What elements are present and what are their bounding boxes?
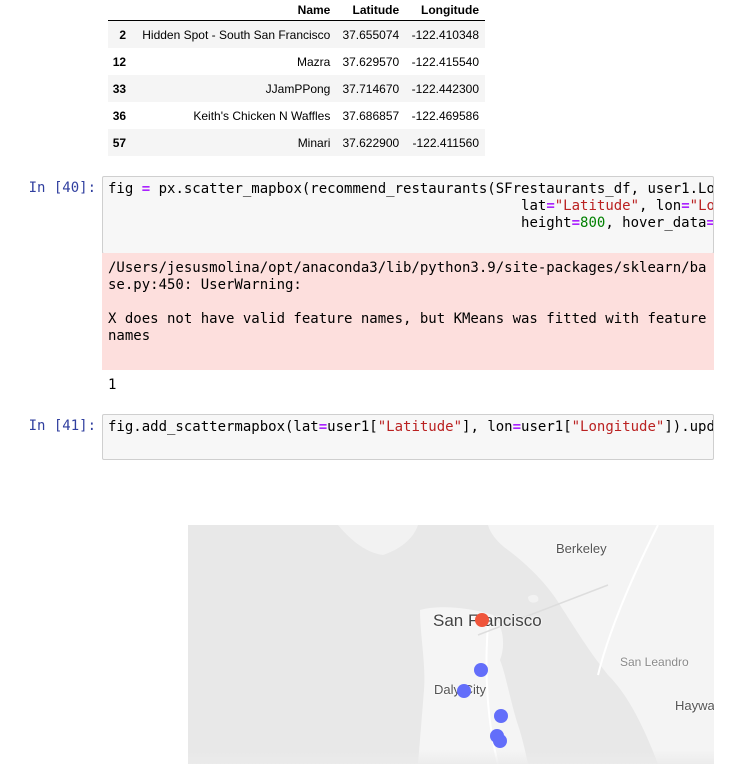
row-index: 2 [108, 20, 133, 48]
table-row: 57 Minari 37.622900 -122.411560 [108, 129, 485, 156]
scatter-mapbox-plot[interactable]: Berkeley San Francisco San Leandro Daly … [188, 525, 714, 764]
row-index: 12 [112, 54, 127, 69]
cell-41-code[interactable]: fig.add_scattermapbox(lat=user1["Latitud… [108, 419, 714, 435]
row-name: JJamPPong [132, 75, 337, 102]
table-row: 12 Mazra 37.629570 -122.415540 [108, 48, 485, 75]
row-latitude: 37.655074 [336, 20, 406, 48]
map-markers-layer [457, 613, 508, 748]
cell-40-prompt: In [40]: [28, 180, 96, 196]
cell-40-warning-output: /Users/jesusmolina/opt/anaconda3/lib/pyt… [102, 253, 714, 370]
row-latitude: 37.686857 [342, 108, 400, 123]
row-longitude: -122.410348 [405, 20, 485, 48]
table-row: 33 JJamPPong 37.714670 -122.442300 [108, 75, 485, 102]
map-label-berkeley: Berkeley [556, 541, 607, 556]
table-row: 2 Hidden Spot - South San Francisco 37.6… [108, 20, 485, 48]
row-latitude: 37.629570 [342, 54, 400, 69]
row-longitude: -122.442300 [405, 75, 485, 102]
sf-peninsula-land [418, 607, 528, 764]
map-label-san-leandro: San Leandro [620, 655, 689, 669]
row-index: 36 [112, 108, 127, 123]
row-name: Keith's Chicken N Waffles [193, 108, 331, 123]
restaurant-marker[interactable] [494, 709, 508, 723]
map-label-hayward: Haywa [675, 698, 714, 713]
cell-40-result: 1 [108, 377, 117, 393]
row-index: 33 [108, 75, 133, 102]
restaurant-marker[interactable] [474, 663, 488, 677]
table-row: 36 Keith's Chicken N Waffles 37.686857 -… [108, 102, 485, 129]
marin-land [338, 525, 418, 555]
latitude-column-header: Latitude [336, 0, 406, 21]
row-name: Hidden Spot - South San Francisco [132, 20, 337, 48]
name-column-header: Name [132, 0, 337, 21]
user-location-marker[interactable] [475, 613, 489, 627]
restaurant-marker[interactable] [493, 734, 507, 748]
dataframe-table: Name Latitude Longitude 2 Hidden Spot - … [108, 0, 485, 156]
cell-40-code[interactable]: fig = px.scatter_mapbox(recommend_restau… [108, 181, 714, 231]
row-name: Mazra [297, 54, 331, 69]
row-latitude: 37.622900 [336, 129, 406, 156]
index-header [108, 0, 133, 21]
treasure-island [528, 594, 539, 603]
row-longitude: -122.415540 [411, 54, 479, 69]
longitude-column-header: Longitude [405, 0, 485, 21]
warning-text: /Users/jesusmolina/opt/anaconda3/lib/pyt… [108, 260, 707, 344]
bay-bridge [477, 584, 609, 636]
table-header-row: Name Latitude Longitude [108, 0, 485, 21]
row-index: 57 [108, 129, 133, 156]
cell-41-prompt: In [41]: [28, 418, 96, 434]
row-latitude: 37.714670 [336, 75, 406, 102]
restaurant-marker[interactable] [457, 684, 471, 698]
map-bottom-fade [188, 750, 714, 764]
row-name: Minari [132, 129, 337, 156]
row-longitude: -122.411560 [405, 129, 485, 156]
east-bay-road [597, 525, 659, 676]
map-basemap [188, 525, 714, 764]
row-longitude: -122.469586 [411, 108, 479, 123]
cell-41-code-editor[interactable]: fig.add_scattermapbox(lat=user1["Latitud… [102, 414, 714, 460]
east-bay-land [488, 525, 714, 764]
cell-40-code-editor[interactable]: fig = px.scatter_mapbox(recommend_restau… [102, 176, 714, 254]
